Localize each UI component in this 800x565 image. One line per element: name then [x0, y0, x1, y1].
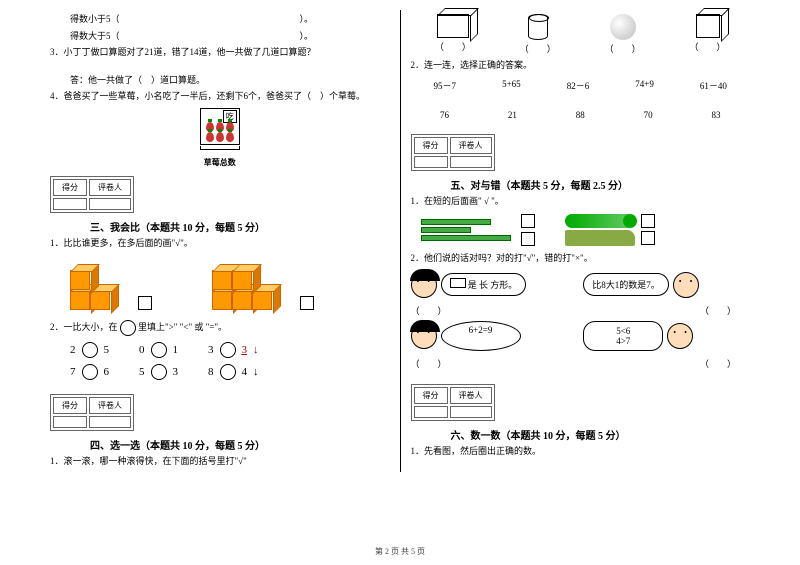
txt-gt5: 得数大于5（ [70, 31, 120, 41]
sphere-icon [610, 14, 636, 40]
q3-1: 1．比比谁更多，在多后面的画"√"。 [50, 237, 390, 251]
chk[interactable] [521, 214, 535, 228]
sec6-title: 六、数一数（本题共 10 分，每题 5 分） [451, 427, 751, 442]
comp-circ[interactable] [220, 364, 236, 380]
page-footer: 第 2 页 共 5 页 [0, 546, 800, 557]
score-box-4: 得分评卷人 [50, 394, 134, 431]
q3-ans: 答：他一共做了（ ）道口算题。 [50, 74, 390, 88]
cube-icon [696, 14, 720, 38]
compare-length [421, 212, 741, 248]
comp-row-2: 76 53 84↓ [70, 364, 370, 380]
sec3-title: 三、我会比（本题共 10 分，每题 5 分） [90, 219, 390, 234]
score-box-5: 得分评卷人 [411, 134, 495, 171]
score-box-6: 得分评卷人 [411, 384, 495, 421]
bubble-4: 5<64>7 [583, 321, 663, 351]
q5-2: 2．他们说的话对吗？对的打"√"，错的打"×"。 [411, 252, 751, 266]
bubble-3: 6+2=9 [441, 321, 521, 351]
paren[interactable]: （ ） [423, 40, 483, 53]
blocks-compare [70, 260, 370, 310]
face-icon [411, 323, 437, 349]
score-box-3: 得分评卷人 [50, 176, 134, 213]
chk[interactable] [521, 232, 535, 246]
chk[interactable] [641, 231, 655, 245]
paren[interactable]: （ ） [411, 357, 447, 370]
paren[interactable]: （ ） [700, 304, 736, 317]
sec4-title: 四、选一选（本题共 10 分，每题 5 分） [90, 437, 390, 452]
circle-example [120, 320, 136, 336]
checkbox-1[interactable] [138, 296, 152, 310]
paren[interactable]: （ ） [508, 42, 568, 55]
sec5-title: 五、对与错（本题共 5 分，每题 2.5 分） [451, 177, 751, 192]
comp-circ[interactable] [82, 342, 98, 358]
shapes-row: （ ） （ ） （ ） （ ） [411, 14, 751, 55]
paren[interactable]: （ ） [593, 42, 653, 55]
q6-1: 1．先看图，然后圈出正确的数。 [411, 445, 751, 459]
q4-1: 1．滚一滚，哪一种滚得快，在下面的括号里打"√" [50, 455, 390, 469]
txt-lt5: 得数小于5（ [70, 14, 120, 24]
face-icon [673, 272, 699, 298]
q5-1: 1．在短的后面画" √ "。 [411, 195, 751, 209]
close2: ）。 [300, 31, 314, 41]
croc-icon [565, 230, 635, 246]
face-icon [667, 323, 693, 349]
bubble-2: 比8大1的数是7。 [583, 273, 669, 296]
chk[interactable] [641, 214, 655, 228]
expr-row: 95－75+6582－674+961－40 [411, 79, 751, 92]
tf-grid: 是 长 方形。 比8大1的数是7。 （ ） （ ） 6+2=9 5<64>7 （… [411, 272, 751, 370]
close1: ）。 [300, 14, 314, 24]
q3: 3．小丁丁做口算题对了21道，错了14道，他一共做了几道口算题？ [50, 46, 390, 60]
ans-row: 7621887083 [411, 110, 751, 120]
q4: 4．爸爸买了一些草莓，小名吃了一半后，还剩下6个，爸爸买了（ ）个草莓。 [50, 90, 390, 104]
q3-2b: 里填上">" "<" 或 "="。 [138, 322, 227, 332]
paren[interactable]: （ ） [411, 304, 447, 317]
comp-circ[interactable] [151, 364, 167, 380]
q3-2a: 2．一比大小，在 [50, 322, 118, 332]
bubble-1: 是 长 方形。 [441, 273, 527, 296]
comp-circ[interactable] [82, 364, 98, 380]
snake-icon [565, 214, 635, 228]
cuboid-icon [437, 14, 469, 38]
comp-row-1: 25 01 33↓ [70, 342, 370, 358]
face-icon [411, 272, 437, 298]
straw-label: 草莓总数 [50, 157, 390, 168]
comp-circ[interactable] [220, 342, 236, 358]
strawberry-box: 吃 [200, 108, 240, 145]
paren[interactable]: （ ） [678, 40, 738, 53]
cylinder-icon [528, 14, 548, 40]
checkbox-2[interactable] [300, 296, 314, 310]
comp-circ[interactable] [151, 342, 167, 358]
r-q2: 2．连一连，选择正确的答案。 [411, 59, 751, 73]
bracket [200, 149, 240, 157]
paren[interactable]: （ ） [700, 357, 736, 370]
